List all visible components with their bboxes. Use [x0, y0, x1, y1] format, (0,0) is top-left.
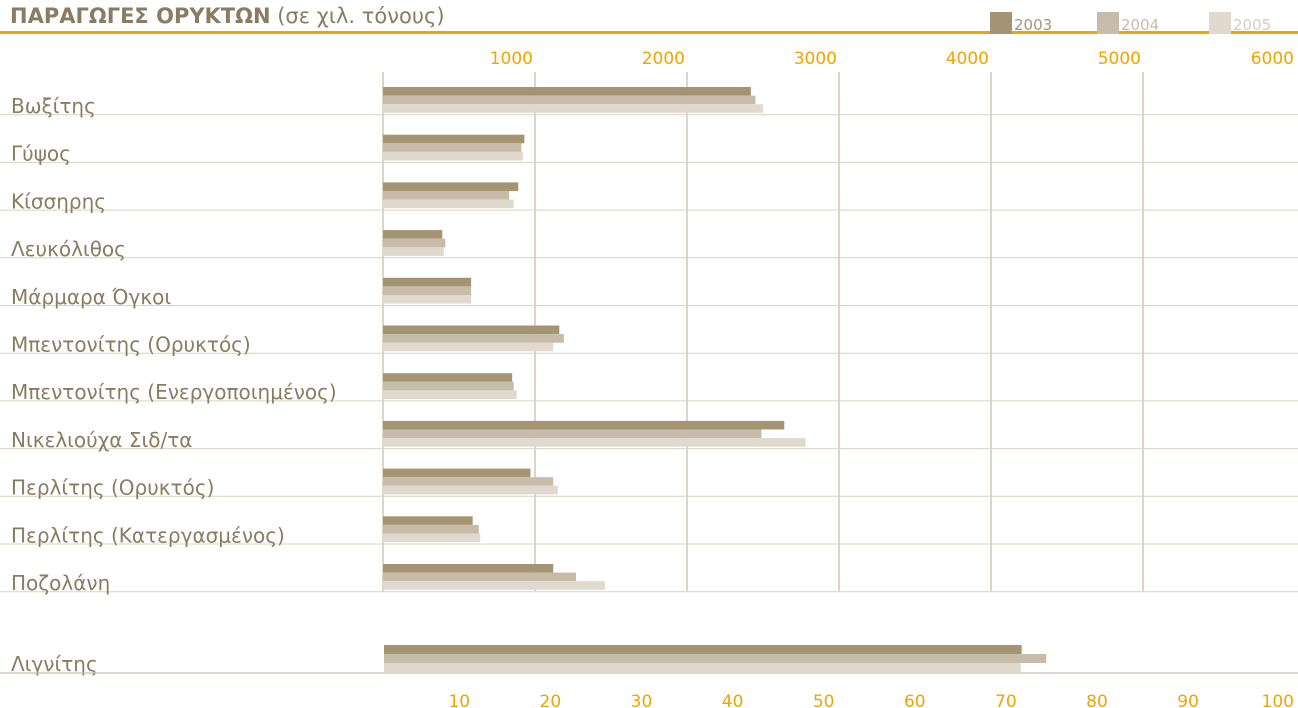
bar-μάρμαρα-όγκοι-2003 — [383, 277, 472, 287]
bar-μπεντονίτης-ορυκτός-2005 — [383, 342, 554, 352]
chart-title: ΠΑΡΑΓΩΓΕΣ ΟΡΥΚΤΩΝ (σε χιλ. τόνους) — [10, 4, 445, 28]
tick-label-bottom-50: 50 — [813, 692, 835, 708]
legend-label-2004: 2004 — [1121, 16, 1160, 34]
bar-λευκόλιθος-2004 — [383, 238, 446, 248]
title-underline — [0, 31, 1298, 34]
bar-ποζολάνη-2003 — [383, 564, 554, 573]
tick-label-top-2000: 2000 — [642, 49, 685, 69]
tick-label-bottom-10: 10 — [448, 692, 470, 708]
category-label: Μπεντονίτης (Ενεργοποιημένος) — [11, 380, 337, 404]
category-label: Λευκόλιθος — [11, 237, 126, 261]
legend-label-2005: 2005 — [1233, 16, 1272, 34]
bar-περλίτης-ορυκτός-2004 — [383, 477, 554, 486]
bar-μπεντονίτης-ενεργοποιημένος-2003 — [383, 373, 513, 382]
bar-μπεντονίτης-ενεργοποιημένος-2005 — [383, 390, 517, 399]
bar-λιγνίτης-2003 — [384, 645, 1022, 654]
legend-swatch-2004 — [1097, 12, 1119, 34]
tick-label-bottom-90: 90 — [1177, 692, 1199, 708]
bar-λιγνίτης-2004 — [384, 654, 1047, 663]
bar-περλίτης-κατεργασμένος-2003 — [383, 516, 473, 525]
category-label: Μάρμαρα Όγκοι — [11, 285, 171, 309]
category-label: Γύψος — [11, 142, 71, 166]
bar-γύψος-2004 — [383, 143, 522, 152]
tick-label-bottom-60: 60 — [904, 692, 926, 708]
bar-περλίτης-ορυκτός-2003 — [383, 468, 531, 478]
bar-λευκόλιθος-2005 — [383, 247, 444, 256]
legend-label-2003: 2003 — [1014, 16, 1053, 34]
category-label: Νικελιούχα Σιδ/τα — [11, 428, 192, 452]
bar-νικελιούχα-σιδ-τα-2005 — [383, 438, 806, 447]
category-label: Ποζολάνη — [11, 571, 110, 595]
bar-μπεντονίτης-ορυκτός-2004 — [383, 334, 564, 343]
bar-περλίτης-ορυκτός-2005 — [383, 485, 558, 495]
bar-νικελιούχα-σιδ-τα-2004 — [383, 429, 762, 439]
bar-μάρμαρα-όγκοι-2005 — [383, 295, 472, 304]
bar-γύψος-2003 — [383, 134, 525, 144]
tick-label-top-4000: 4000 — [946, 49, 989, 69]
bar-περλίτης-κατεργασμένος-2004 — [383, 524, 479, 534]
bar-λιγνίτης-2005 — [384, 663, 1021, 672]
tick-label-top-1000: 1000 — [490, 49, 533, 69]
chart-title-main: ΠΑΡΑΓΩΓΕΣ ΟΡΥΚΤΩΝ — [10, 4, 271, 28]
bar-μπεντονίτης-ενεργοποιημένος-2004 — [383, 381, 514, 391]
category-label: Περλίτης (Ορυκτός) — [11, 476, 214, 500]
tick-label-bottom-100: 100 — [1262, 692, 1294, 708]
bar-λευκόλιθος-2003 — [383, 230, 443, 239]
tick-label-bottom-80: 80 — [1086, 692, 1108, 708]
tick-label-bottom-30: 30 — [631, 692, 653, 708]
tick-label-bottom-20: 20 — [540, 692, 562, 708]
category-label: Βωξίτης — [11, 94, 96, 118]
category-label: Κίσσηρης — [11, 189, 106, 213]
bar-κίσσηρης-2003 — [383, 182, 519, 191]
category-label: Περλίτης (Κατεργασμένος) — [11, 523, 285, 547]
bar-βωξίτης-2005 — [383, 104, 763, 113]
bar-μάρμαρα-όγκοι-2004 — [383, 286, 472, 295]
legend-swatch-2005 — [1209, 12, 1231, 34]
tick-label-bottom-70: 70 — [995, 692, 1017, 708]
legend-swatch-2003 — [990, 12, 1012, 34]
bar-βωξίτης-2003 — [383, 87, 751, 96]
bar-ποζολάνη-2005 — [383, 581, 605, 590]
bar-νικελιούχα-σιδ-τα-2003 — [383, 420, 785, 430]
bar-περλίτης-κατεργασμένος-2005 — [383, 533, 481, 543]
tick-label-top-5000: 5000 — [1098, 49, 1141, 69]
bar-μπεντονίτης-ορυκτός-2003 — [383, 325, 560, 335]
category-label: Μπεντονίτης (Ορυκτός) — [11, 333, 251, 357]
bar-γύψος-2005 — [383, 151, 523, 161]
bar-κίσσηρης-2005 — [383, 199, 514, 209]
tick-label-bottom-40: 40 — [722, 692, 744, 708]
bar-βωξίτης-2004 — [383, 95, 756, 105]
bar-κίσσηρης-2004 — [383, 191, 510, 200]
category-label: Λιγνίτης — [11, 652, 98, 676]
chart-title-unit: (σε χιλ. τόνους) — [270, 4, 445, 28]
tick-label-top-3000: 3000 — [794, 49, 837, 69]
bar-ποζολάνη-2004 — [383, 572, 577, 582]
tick-label-top-6000: 6000 — [1251, 49, 1294, 69]
